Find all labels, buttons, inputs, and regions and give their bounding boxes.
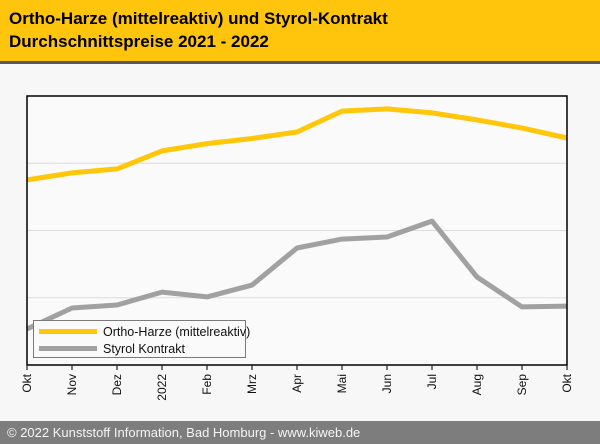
x-axis-label: Feb xyxy=(200,374,214,395)
x-axis-label: Jun xyxy=(380,374,394,393)
x-axis-label: Okt xyxy=(560,373,574,392)
x-axis-label: Nov xyxy=(65,374,79,395)
x-axis-label: Jul xyxy=(425,374,439,389)
x-axis-label: 2022 xyxy=(155,374,169,401)
copyright-footer: © 2022 Kunststoff Information, Bad Hombu… xyxy=(0,421,600,444)
title-line-1: Ortho-Harze (mittelreaktiv) und Styrol-K… xyxy=(9,9,388,28)
title-line-2: Durchschnittspreise 2021 - 2022 xyxy=(9,32,269,51)
series-line-ortho-harze-mittelreaktiv xyxy=(26,106,568,183)
legend-label-styrol-kontrakt: Styrol Kontrakt xyxy=(103,341,185,356)
x-axis-label: Apr xyxy=(290,374,304,393)
ortho-harze-line-swatch xyxy=(39,329,97,334)
price-line-chart: Okt Nov Dez 2022 Feb Mrz Apr Mai Jun Jul Aug Sep Okt xyxy=(20,95,574,401)
chart-region: Okt Nov Dez 2022 Feb Mrz Apr Mai Jun Jul Aug Sep Okt… xyxy=(0,64,600,421)
chart-title-header: Ortho-Harze (mittelreaktiv) und Styrol-K… xyxy=(0,0,600,61)
legend-item-styrol-kontrakt: Styrol Kontrakt xyxy=(39,340,245,357)
x-axis-label: Mai xyxy=(335,374,349,393)
x-axis-label: Dez xyxy=(110,374,124,395)
x-axis-label: Sep xyxy=(515,374,529,396)
legend-label-ortho-harze: Ortho-Harze (mittelreaktiv) xyxy=(103,324,251,339)
x-axis-label: Mrz xyxy=(245,374,259,394)
x-axis-label: Okt xyxy=(20,373,34,392)
chart-legend: Ortho-Harze (mittelreaktiv) Styrol Kontr… xyxy=(33,320,250,358)
styrol-kontrakt-line-swatch xyxy=(39,346,97,351)
x-axis-label: Aug xyxy=(470,374,484,395)
header-divider xyxy=(0,61,600,64)
series-line-styrol-kontrakt xyxy=(25,218,568,332)
legend-item-ortho-harze: Ortho-Harze (mittelreaktiv) xyxy=(39,323,250,340)
